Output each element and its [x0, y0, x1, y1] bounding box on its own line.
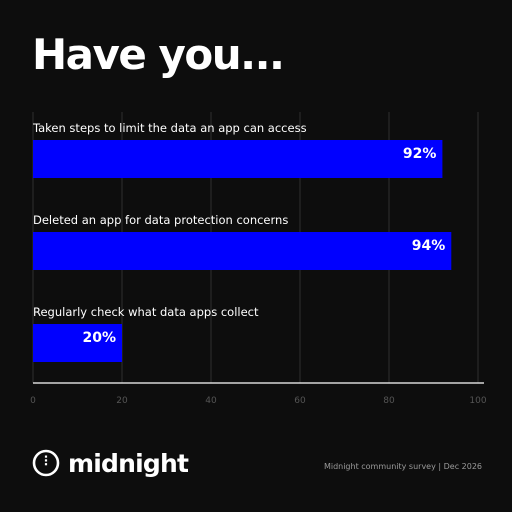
chart-title: Have you...: [32, 30, 285, 79]
x-tick-label: 60: [294, 396, 306, 406]
category-label: Regularly check what data apps collect: [33, 305, 259, 319]
x-tick-label: 40: [205, 396, 217, 406]
data-label: 20%: [82, 330, 116, 346]
bar: [33, 140, 443, 178]
midnight-logo-icon: [32, 449, 60, 477]
source-note: Midnight community survey | Dec 2026: [323, 462, 482, 471]
x-tick-label: 100: [469, 396, 486, 406]
data-label: 92%: [403, 146, 437, 162]
brand-name: midnight: [68, 448, 189, 478]
category-label: Taken steps to limit the data an app can…: [32, 121, 307, 135]
x-tick-label: 0: [30, 396, 36, 406]
category-label: Deleted an app for data protection conce…: [33, 213, 288, 227]
data-label: 94%: [412, 238, 446, 254]
bar: [33, 324, 122, 362]
bar: [33, 232, 452, 270]
brand-logo: midnight: [32, 448, 189, 478]
x-tick-label: 20: [116, 396, 128, 406]
x-tick-label: 80: [383, 396, 395, 406]
